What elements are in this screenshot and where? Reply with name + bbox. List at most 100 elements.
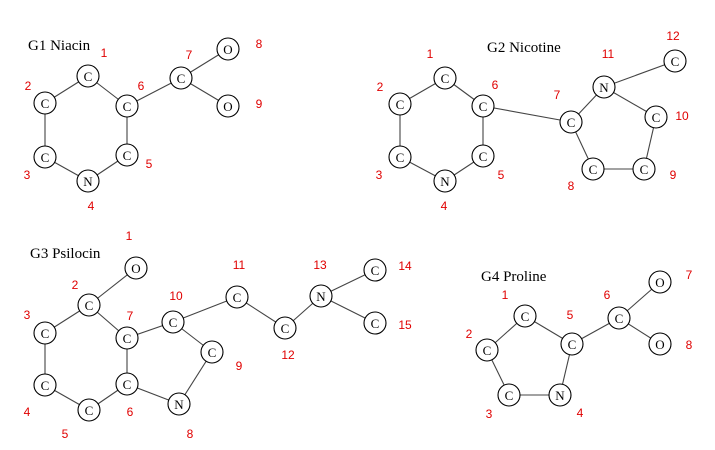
g2-atom-12-circle bbox=[663, 49, 687, 73]
g2-atom-2-circle bbox=[388, 92, 412, 116]
g1-atom-8-circle bbox=[216, 37, 240, 61]
bonds-layer bbox=[44, 48, 676, 411]
g3-atom-3-circle bbox=[33, 321, 57, 345]
g2-atom-3-circle bbox=[388, 145, 412, 169]
g4-atom-1-element: C bbox=[521, 309, 530, 324]
g2-atom-8-index: 8 bbox=[568, 179, 575, 193]
g1-atom-6-element: C bbox=[123, 99, 132, 114]
g2-title: G2 Nicotine bbox=[487, 40, 561, 56]
g3-atom-11: C 11 bbox=[225, 258, 249, 309]
g4-atom-5-circle bbox=[560, 332, 584, 356]
g2-atom-6-circle bbox=[471, 94, 495, 118]
g4-atom-1-index: 1 bbox=[502, 288, 509, 302]
g4-atom-6: C6 bbox=[604, 288, 631, 330]
g1-atom-1-circle bbox=[76, 64, 100, 88]
g1-atom-5-circle bbox=[115, 143, 139, 167]
g2-atom-8-circle bbox=[581, 157, 605, 181]
g3-atom-7-circle bbox=[115, 326, 139, 350]
g2-atom-12-element: C bbox=[671, 54, 680, 69]
g4-atom-2-circle bbox=[475, 338, 499, 362]
g3-atom-4-circle bbox=[33, 373, 57, 397]
g1-atom-7-index: 7 bbox=[186, 48, 193, 62]
g3-atom-1-index: 1 bbox=[126, 229, 133, 243]
g1-atom-3: C3 bbox=[24, 145, 57, 182]
g2-atom-7-circle bbox=[559, 110, 583, 134]
g1-atom-5-element: C bbox=[123, 148, 132, 163]
g3-atom-14: C 14 bbox=[363, 258, 412, 282]
g3-atom-14-index: 14 bbox=[398, 259, 412, 273]
g4-atom-6-circle bbox=[607, 306, 631, 330]
g3-atom-5-element: C bbox=[85, 403, 94, 418]
g3-atom-9-element: C bbox=[208, 345, 217, 360]
g2-atom-10-element: C bbox=[652, 110, 661, 125]
g2-atom-9-circle bbox=[632, 157, 656, 181]
g3-atom-8-circle bbox=[167, 392, 191, 416]
g1-atom-9-index: 9 bbox=[256, 97, 263, 111]
g1-atom-3-index: 3 bbox=[24, 168, 31, 182]
g3-atom-15-element: C bbox=[371, 316, 380, 331]
g4-atom-1-circle bbox=[513, 304, 537, 328]
g4-atom-5-index: 5 bbox=[567, 308, 574, 322]
g3-atom-13: N 13 bbox=[309, 258, 333, 308]
g1-atom-9-circle bbox=[216, 94, 240, 118]
g1-atom-3-element: C bbox=[41, 150, 50, 165]
g2-atom-12-index: 12 bbox=[666, 29, 680, 43]
g4-atom-3-element: C bbox=[505, 388, 514, 403]
g1-atom-6-circle bbox=[115, 94, 139, 118]
g3-atom-12-element: C bbox=[281, 321, 290, 336]
g2-atom-3-element: C bbox=[396, 150, 405, 165]
g2-atom-1: C1 bbox=[427, 47, 457, 90]
g4-atom-3-index: 3 bbox=[486, 407, 493, 421]
g2-atom-5-element: C bbox=[479, 149, 488, 164]
g2-atom-8-element: C bbox=[589, 162, 598, 177]
g4-atom-4-index: 4 bbox=[577, 406, 584, 420]
g4-atom-3-circle bbox=[497, 383, 521, 407]
g3-atom-9-index: 9 bbox=[236, 359, 243, 373]
g3-atom-15-circle bbox=[363, 311, 387, 335]
g1-atom-2: C2 bbox=[25, 79, 57, 115]
g1-atom-1-element: C bbox=[84, 69, 93, 84]
g3-atom-1-circle bbox=[124, 256, 148, 280]
g4-atom-4: N4 bbox=[548, 383, 584, 420]
g2-atom-11-circle bbox=[592, 75, 616, 99]
g4-atom-4-circle bbox=[548, 383, 572, 407]
g2-atom-10-index: 10 bbox=[675, 109, 689, 123]
g4-atom-2-element: C bbox=[483, 343, 492, 358]
g2-atom-1-element: C bbox=[441, 71, 450, 86]
g1-atom-4-circle bbox=[76, 169, 100, 193]
g2-atom-6-element: C bbox=[479, 99, 488, 114]
g2-atom-12: C 12 bbox=[663, 29, 687, 73]
g1-atom-7-element: C bbox=[177, 71, 186, 86]
g3-atom-1: O1 bbox=[124, 229, 148, 280]
g4-atom-6-index: 6 bbox=[604, 288, 611, 302]
g1-atom-1: C1 bbox=[76, 46, 108, 88]
g2-atom-4: N4 bbox=[433, 169, 457, 213]
g3-atom-10: C 10 bbox=[161, 289, 185, 334]
g3-atom-12-circle bbox=[273, 316, 297, 340]
g2-atom-8: C8 bbox=[568, 157, 605, 193]
g3-atom-2-element: C bbox=[85, 298, 94, 313]
g3-atom-4: C4 bbox=[24, 373, 57, 419]
g3-atom-13-circle bbox=[309, 284, 333, 308]
g2-bond-11-12 bbox=[603, 60, 676, 88]
g3-atom-8-index: 8 bbox=[187, 427, 194, 441]
g3-atom-2: C2 bbox=[72, 278, 101, 317]
g2-atom-10-circle bbox=[644, 105, 668, 129]
g3-atom-7-element: C bbox=[123, 331, 132, 346]
g3-atom-4-index: 4 bbox=[24, 405, 31, 419]
g1-atom-9-element: O bbox=[223, 99, 232, 114]
g4-atom-6-element: C bbox=[615, 311, 624, 326]
g3-atom-2-index: 2 bbox=[72, 278, 79, 292]
g2-atom-2-element: C bbox=[396, 97, 405, 112]
g2-bond-6-7 bbox=[482, 105, 572, 123]
g2-atom-7: C7 bbox=[554, 88, 583, 134]
g2-atom-4-index: 4 bbox=[441, 199, 448, 213]
g3-atom-12-index: 12 bbox=[281, 348, 295, 362]
g1-atom-4-element: N bbox=[83, 174, 93, 189]
g2-atom-5: C5 bbox=[471, 144, 505, 182]
g2-atom-10: C 10 bbox=[644, 105, 689, 129]
